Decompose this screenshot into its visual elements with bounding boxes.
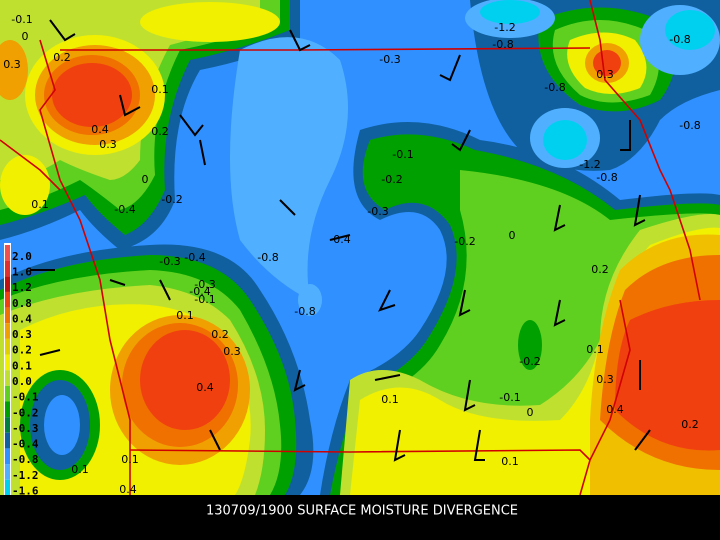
contour-labels: -0.100.10.30.20.10.40.30.200.1-0.4-0.3 -0… (3, 13, 700, 496)
contour-label: -1.2 (494, 21, 515, 34)
contour-label: 0 (527, 406, 534, 419)
contour-label: -0.2 (381, 173, 402, 186)
legend-label: 0.8 (12, 297, 32, 310)
contour-label: -0.1 (392, 148, 413, 161)
legend-label: 1.6 (12, 265, 32, 278)
contour-label: -0.3 (367, 205, 388, 218)
contour-label: 0 (142, 173, 149, 186)
colorbar-swatch (5, 370, 10, 386)
colorbar-swatch (5, 464, 10, 480)
colorbar-swatch (5, 479, 10, 496)
contour-label: -0.8 (679, 119, 700, 132)
contour-label: -0.1 (499, 391, 520, 404)
contour-label: 0.1 (381, 393, 399, 406)
legend-label: 1.2 (12, 281, 32, 294)
contour-label: -0.8 (492, 38, 513, 51)
colorbar-swatch (5, 307, 10, 324)
colorbar-swatch (5, 448, 10, 465)
wind-barbs (30, 19, 651, 462)
contour-label: 0.4 (91, 123, 109, 136)
contour-label: 0.1 (71, 463, 89, 476)
contour-label: 0.1 (586, 343, 604, 356)
contour-label: -0.3 (194, 278, 215, 291)
contour-label: -0.3 (379, 53, 400, 66)
legend-label: 0.2 (12, 344, 32, 357)
contour-label: 0.3 (596, 373, 614, 386)
colorbar-swatch (5, 417, 10, 433)
contour-label: 0.2 (681, 418, 699, 431)
legend-label: -0.8 (12, 453, 39, 466)
legend: 2.0 1.6 1.2 0.8 0.4 0.3 0.2 0.1 0.0 -0.1 -0.2 -0.3 -… (5, 245, 39, 513)
legend-label: -0.1 (12, 391, 39, 404)
contour-label: 0 (22, 30, 29, 43)
colorbar-swatch (5, 260, 10, 277)
legend-label: 0.0 (12, 375, 32, 388)
colorbar-swatch (5, 401, 10, 418)
colorbar-swatch (5, 276, 10, 292)
colorbar-swatch (5, 432, 10, 449)
contour-label: 0.2 (53, 51, 71, 64)
contour-label: 0.1 (501, 455, 519, 468)
contour-label: -0.8 (669, 33, 690, 46)
legend-label: 2.0 (12, 250, 32, 263)
contour-label: -0.1 (11, 13, 32, 26)
contour-label: -0.4 (329, 233, 350, 246)
colorbar-swatch (5, 245, 10, 261)
legend-label: 0.1 (12, 359, 32, 372)
caption: 130709/1900 SURFACE MOISTURE DIVERGENCE (206, 504, 518, 519)
contour-label: 0.4 (119, 483, 137, 496)
contour-label: -0.2 (454, 235, 475, 248)
colorbar-swatch (5, 323, 10, 339)
contour-label: -0.1 (194, 293, 215, 306)
contour-label: -1.2 (579, 158, 600, 171)
colorbar-swatch (5, 354, 10, 371)
legend-label: -1.2 (12, 469, 39, 482)
legend-label: -0.3 (12, 422, 39, 435)
contour-label: 0.3 (3, 58, 21, 71)
contour-label: 0.1 (121, 453, 139, 466)
contour-label: -0.3 (159, 255, 180, 268)
legend-label: -1.6 (12, 485, 39, 498)
contour-label: -0.4 (189, 285, 210, 298)
contour-label: 0.1 (151, 83, 169, 96)
contour-label: -0.8 (544, 81, 565, 94)
contour-label: 0.3 (596, 68, 614, 81)
legend-label: -0.2 (12, 406, 39, 419)
contour-label: 0.2 (591, 263, 609, 276)
colorbar-swatch (5, 385, 10, 402)
colorbar-swatch (5, 338, 10, 355)
contour-label: 0.3 (99, 138, 117, 151)
colorbar-swatch (5, 291, 10, 308)
contour-label: -0.8 (596, 171, 617, 184)
caption-bar (0, 495, 720, 540)
contour-label: -0.4 (114, 203, 135, 216)
legend-label: 0.3 (12, 328, 32, 341)
contour-label: 0.1 (31, 198, 49, 211)
contour-label: -0.8 (257, 251, 278, 264)
contour-label: 0.2 (211, 328, 229, 341)
contour-label: 0.4 (606, 403, 624, 416)
legend-label: -0.4 (12, 438, 39, 451)
legend-label: 0.4 (12, 312, 32, 325)
contour-label: -0.2 (519, 355, 540, 368)
contour-label: -0.2 (161, 193, 182, 206)
contour-label: 0.3 (223, 345, 241, 358)
contour-label: 0.1 (176, 309, 194, 322)
contour-label: 0.2 (151, 125, 169, 138)
contour-label: 0.4 (196, 381, 214, 394)
contour-label: 0 (509, 229, 516, 242)
contour-label: -0.8 (294, 305, 315, 318)
contour-label: -0.4 (184, 251, 205, 264)
contour-fields (0, 0, 720, 495)
